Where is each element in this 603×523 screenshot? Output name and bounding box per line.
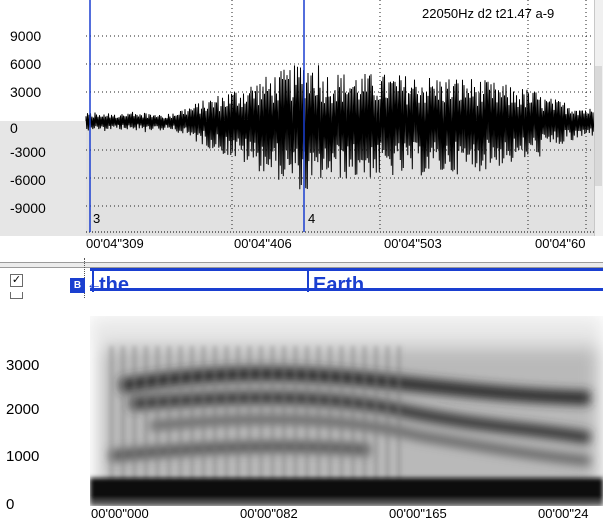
spec-striation xyxy=(133,346,136,491)
spec-striation xyxy=(202,346,205,491)
spec-wash-top xyxy=(90,316,603,346)
spec-striation xyxy=(374,346,378,491)
spectrogram-wash xyxy=(90,316,603,506)
waveform-trace xyxy=(85,65,595,190)
checkbox-icon[interactable]: ✓ xyxy=(10,274,23,287)
spec-striation xyxy=(397,346,401,491)
tier-boundary-1[interactable] xyxy=(92,268,94,292)
spec-xtick-2: 00'00"082 xyxy=(240,506,298,521)
wave-ytick-3000: 3000 xyxy=(10,84,42,100)
spec-striation xyxy=(213,346,217,491)
spec-striation xyxy=(294,346,297,491)
spectrogram-low-band xyxy=(90,478,603,506)
panel-splitter[interactable] xyxy=(0,262,603,268)
spec-striation xyxy=(167,346,171,491)
waveform-canvas[interactable] xyxy=(0,0,603,262)
spec-striation xyxy=(340,346,343,491)
spec-striation xyxy=(386,346,389,491)
spec-striation xyxy=(179,346,182,491)
wave-ytick-neg3000: -3000 xyxy=(10,144,46,160)
spec-ytick-2000: 2000 xyxy=(6,401,40,418)
spectrogram-canvas[interactable] xyxy=(90,316,603,506)
marker-label-4: 4 xyxy=(308,211,316,226)
spec-striation xyxy=(248,346,251,491)
spec-xtick-3: 00'00"165 xyxy=(389,506,447,521)
wave-xtick-1: 00'04"309 xyxy=(86,236,144,251)
spec-striation xyxy=(271,346,274,491)
spec-striation xyxy=(121,346,125,491)
spec-striation xyxy=(282,346,286,491)
label-tier[interactable] xyxy=(0,268,603,316)
spec-striation xyxy=(236,346,240,491)
b-button-icon[interactable]: B xyxy=(70,278,85,293)
wave-xtick-2: 00'04"406 xyxy=(234,236,292,251)
spec-striation xyxy=(317,346,320,491)
wave-ytick-6000: 6000 xyxy=(10,56,42,72)
wave-xtick-4: 00'04"60 xyxy=(535,236,586,251)
spec-striation xyxy=(225,346,228,491)
spec-low-band-edge xyxy=(90,500,603,506)
tier-word-earth[interactable]: Earth xyxy=(313,274,365,296)
tier-top-border xyxy=(90,268,603,271)
spec-low-band-bar xyxy=(90,478,603,500)
spec-striation xyxy=(190,346,194,491)
wave-ytick-neg6000: -6000 xyxy=(10,172,46,188)
spec-striation xyxy=(328,346,332,491)
tier-bottom-border xyxy=(90,288,603,291)
checkbox-secondary[interactable] xyxy=(10,292,23,299)
spec-xtick-1: 00'00"000 xyxy=(91,506,149,521)
spec-formant-f2b xyxy=(149,415,591,465)
spec-striation xyxy=(363,346,366,491)
spec-striation xyxy=(110,346,113,491)
spectrogram-striations xyxy=(110,346,401,491)
waveform-scrollbar-thumb[interactable] xyxy=(595,66,602,186)
spec-ytick-0: 0 xyxy=(6,496,15,513)
spec-xtick-4: 00'00"24 xyxy=(538,506,589,521)
marker-label-3: 3 xyxy=(93,211,101,226)
tier-boundary-2[interactable] xyxy=(307,268,309,292)
wave-ytick-9000: 9000 xyxy=(10,28,42,44)
spec-striation xyxy=(351,346,355,491)
spec-striation xyxy=(156,346,159,491)
spec-striation xyxy=(144,346,148,491)
waveform-axis-shade xyxy=(0,121,86,236)
waveform-info: 22050Hz d2 t21.47 a-9 xyxy=(422,6,555,21)
tier-word-the[interactable]: the xyxy=(99,274,129,296)
spec-striation xyxy=(305,346,309,491)
spec-ytick-3000: 3000 xyxy=(6,357,40,374)
wave-ytick-neg9000: -9000 xyxy=(10,200,46,216)
spec-formant-f3 xyxy=(118,367,591,405)
spec-ytick-1000: 1000 xyxy=(6,448,40,465)
spec-striation xyxy=(259,346,263,491)
wave-ytick-0: 0 xyxy=(10,120,18,136)
wave-xtick-3: 00'04"503 xyxy=(384,236,442,251)
left-arrow-icon: ← xyxy=(86,276,102,293)
